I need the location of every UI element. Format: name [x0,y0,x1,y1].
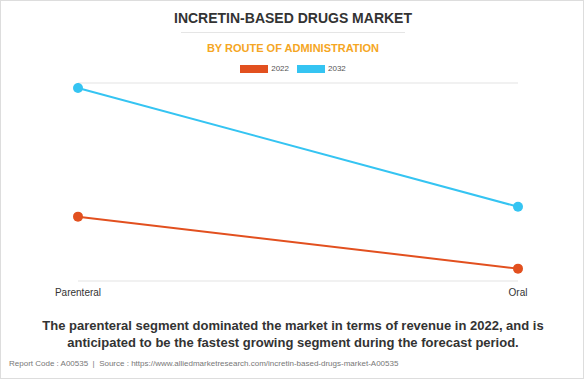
html-text:2032: 2032 [328,64,346,73]
html-text:2022: 2022 [271,64,289,73]
html-text:BY ROUTE OF ADMINISTRATION: BY ROUTE OF ADMINISTRATION [206,42,380,54]
html-text:INCRETIN-BASED DRUGS MARKET: INCRETIN-BASED DRUGS MARKET [174,10,412,26]
html-text:The parenteral segment dominat: The parenteral segment dominated the mar… [42,318,544,350]
svg-text:Parenteral: Parenteral [55,287,101,298]
html-text:Report Code : A00535 | Source: Report Code : A00535 | Source : https://… [9,359,399,368]
svg-text:Oral: Oral [509,287,528,298]
